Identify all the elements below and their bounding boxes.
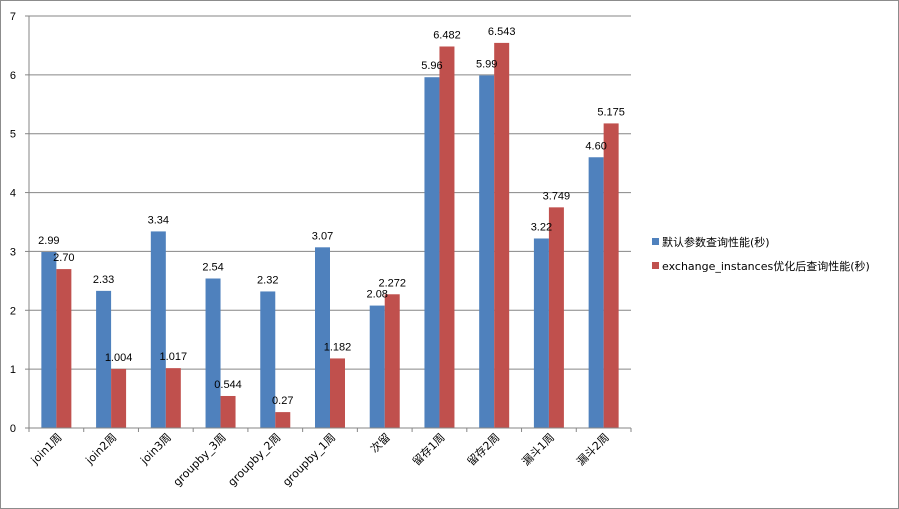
x-tick-label: 漏斗1周 bbox=[520, 431, 557, 468]
x-tick-label: groupby_1周 bbox=[280, 431, 338, 489]
y-tick-label: 5 bbox=[10, 129, 16, 141]
y-axis-ticks: 0 1 2 3 4 5 6 7 bbox=[10, 11, 29, 435]
data-label-series-2: 1.182 bbox=[324, 341, 352, 353]
bars bbox=[41, 42, 619, 429]
x-tick-label: 留存1周 bbox=[409, 430, 447, 468]
data-label-series-2: 1.017 bbox=[160, 351, 188, 363]
bar-series-2 bbox=[439, 46, 455, 428]
legend-label-series-1: 默认参数查询性能(秒) bbox=[662, 235, 770, 249]
bar-series-2 bbox=[275, 412, 291, 428]
bar-series-2 bbox=[384, 294, 400, 428]
data-label-series-2: 0.27 bbox=[272, 395, 293, 407]
bar-series-1 bbox=[533, 238, 549, 428]
bar-series-1 bbox=[41, 252, 57, 428]
bar-series-1 bbox=[205, 278, 221, 428]
data-labels: 2.99 2.70 2.33 1.004 3.34 1.017 2.54 0.544 2.32 0… bbox=[38, 26, 625, 407]
x-tick-label: groupby_3周 bbox=[171, 431, 229, 489]
data-label-series-2: 3.749 bbox=[543, 190, 571, 202]
data-label-series-1: 2.54 bbox=[202, 262, 223, 274]
bar-series-2 bbox=[111, 368, 127, 428]
data-label-series-2: 1.004 bbox=[105, 352, 133, 364]
bar-series-2 bbox=[548, 207, 564, 428]
bar-series-1 bbox=[424, 77, 440, 428]
y-tick-label: 0 bbox=[10, 423, 16, 435]
x-tick-label: 留存2周 bbox=[464, 430, 502, 468]
y-tick-label: 4 bbox=[10, 188, 16, 200]
x-tick-label: groupby_2周 bbox=[225, 431, 283, 489]
bar-series-1 bbox=[315, 247, 330, 428]
data-label-series-2: 2.272 bbox=[378, 277, 406, 289]
legend-swatch-series-1 bbox=[652, 238, 659, 245]
data-label-series-1: 2.33 bbox=[93, 274, 114, 286]
bar-series-2 bbox=[494, 42, 510, 429]
bar-series-2 bbox=[603, 123, 619, 429]
data-label-series-1: 3.34 bbox=[148, 214, 169, 226]
axes bbox=[28, 16, 631, 429]
bar-series-1 bbox=[588, 157, 604, 428]
data-label-series-1: 5.99 bbox=[476, 58, 497, 70]
data-label-series-2: 5.175 bbox=[597, 106, 625, 118]
data-label-series-2: 0.544 bbox=[214, 379, 242, 391]
data-label-series-1: 2.99 bbox=[38, 235, 59, 247]
legend: 默认参数查询性能(秒) exchange_instances优化后查询性能(秒) bbox=[652, 235, 870, 273]
bar-series-1 bbox=[96, 290, 112, 428]
bar-series-1 bbox=[260, 291, 276, 428]
y-tick-label: 7 bbox=[10, 11, 16, 23]
bar-series-2 bbox=[56, 269, 72, 428]
data-label-series-1: 5.96 bbox=[421, 60, 442, 72]
data-label-series-2: 6.482 bbox=[433, 29, 461, 41]
x-tick-label: join2周 bbox=[83, 431, 120, 468]
data-label-series-2: 2.70 bbox=[53, 252, 74, 264]
data-label-series-1: 3.07 bbox=[312, 230, 333, 242]
x-axis-ticks: join1周 join2周 join3周groupby_3周groupby_2周gr… bbox=[28, 428, 632, 489]
y-tick-label: 2 bbox=[10, 305, 16, 317]
bar-series-1 bbox=[150, 231, 166, 428]
x-tick-label: 漏斗2周 bbox=[574, 431, 611, 468]
bar-series-1 bbox=[369, 305, 385, 428]
data-label-series-1: 2.32 bbox=[257, 274, 278, 286]
y-tick-label: 6 bbox=[10, 70, 16, 82]
legend-label-series-2: exchange_instances优化后查询性能(秒) bbox=[662, 259, 870, 273]
y-tick-label: 3 bbox=[10, 246, 16, 258]
bar-series-2 bbox=[220, 395, 236, 428]
legend-swatch-series-2 bbox=[652, 262, 659, 269]
data-label-series-2: 6.543 bbox=[488, 26, 516, 38]
data-label-series-1: 3.22 bbox=[531, 221, 552, 233]
x-tick-label: 次留 bbox=[367, 430, 392, 455]
x-tick-label: join1周 bbox=[28, 431, 65, 468]
data-label-series-1: 2.08 bbox=[367, 289, 388, 301]
bar-series-2 bbox=[165, 368, 181, 428]
x-tick-label: join3周 bbox=[137, 431, 174, 468]
data-label-series-1: 4.60 bbox=[585, 140, 606, 152]
bar-series-1 bbox=[479, 75, 495, 429]
bar-series-2 bbox=[330, 358, 345, 428]
y-tick-label: 1 bbox=[10, 364, 16, 376]
